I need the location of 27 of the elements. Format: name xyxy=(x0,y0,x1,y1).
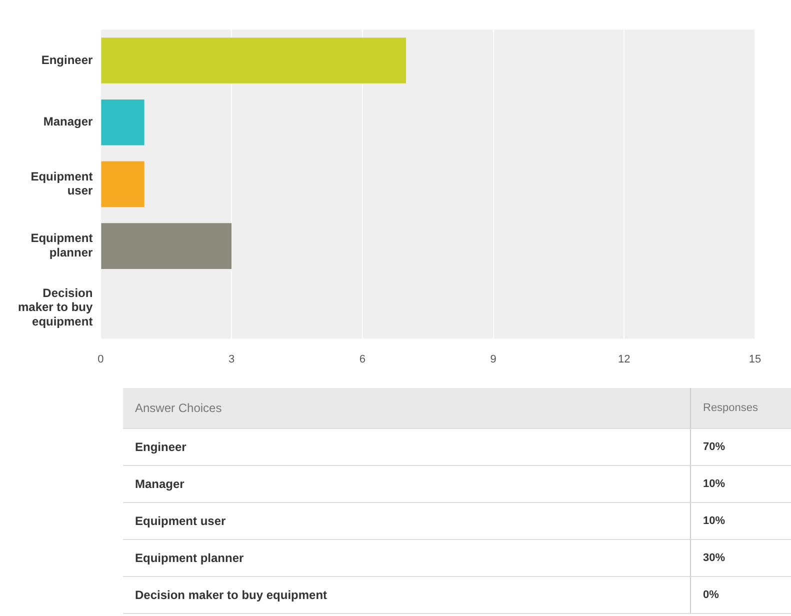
x-tick-label: 6 xyxy=(359,353,366,366)
text: 10% xyxy=(703,478,726,490)
text: Responses xyxy=(690,388,791,428)
x-tick-label: 3 xyxy=(228,353,235,366)
text: 0% xyxy=(703,589,719,601)
y-tick-label: Equipment user xyxy=(30,169,94,198)
y-tick-label: Equipment planner xyxy=(30,231,94,260)
text: 10% xyxy=(703,515,726,527)
category-label: Engineer xyxy=(123,428,690,466)
text: 30% xyxy=(703,552,726,564)
y-tick-label: Manager xyxy=(43,114,94,129)
category-label: Equipment planner xyxy=(123,540,690,576)
category-label: Equipment user xyxy=(123,502,690,540)
category-label: Manager xyxy=(123,466,690,502)
x-tick-label: 15 xyxy=(748,353,762,366)
x-tick-label: 0 xyxy=(98,353,104,366)
text: 70% xyxy=(703,441,726,453)
x-tick-label: 12 xyxy=(618,353,630,366)
bar xyxy=(101,223,232,269)
bar xyxy=(101,38,406,84)
category-label: Decision maker to buy equipment xyxy=(123,576,690,614)
bar xyxy=(101,161,144,208)
x-tick-label: 9 xyxy=(490,353,496,366)
bar xyxy=(101,99,144,146)
y-tick-label: Decision maker to buy equipment xyxy=(18,286,93,329)
text: Answer Choices xyxy=(123,388,690,428)
y-tick-label: Engineer xyxy=(41,52,94,67)
